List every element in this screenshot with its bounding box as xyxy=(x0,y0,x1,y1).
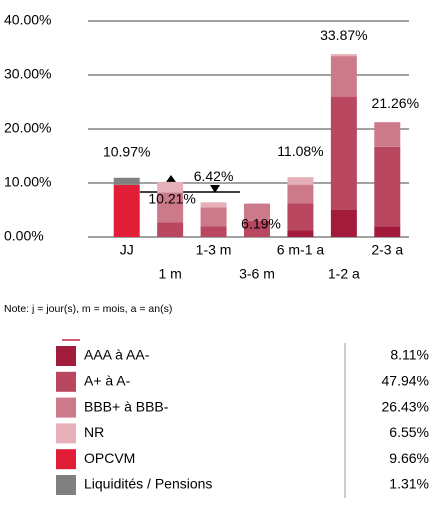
value-label: 10.21% xyxy=(148,191,195,207)
x-tick-label: 6 m-1 a xyxy=(277,242,325,258)
value-label: 6.19% xyxy=(241,215,281,231)
value-label: 21.26% xyxy=(372,95,419,111)
legend-share: 47.94% xyxy=(382,373,429,389)
bar-segment xyxy=(374,122,401,147)
legend-share: 26.43% xyxy=(382,398,429,414)
legend-share: 6.55% xyxy=(389,424,429,440)
bar-segment xyxy=(287,203,314,231)
x-tick-label: JJ xyxy=(120,242,134,258)
legend-label: AAA à AA- xyxy=(84,347,150,363)
bar-segment xyxy=(244,220,270,237)
y-tick-label: 10.00% xyxy=(4,174,51,190)
bar-segment xyxy=(330,54,357,57)
bar-segment xyxy=(200,226,227,237)
legend-label: OPCVM xyxy=(84,450,135,466)
y-tick-label: 0.00% xyxy=(4,228,44,244)
bar-segment xyxy=(113,184,140,237)
y-tick-label: 30.00% xyxy=(4,66,51,82)
legend-label: NR xyxy=(84,424,104,440)
bar-segment xyxy=(157,181,184,193)
bar-segment xyxy=(374,146,401,227)
bar-segment xyxy=(244,203,270,221)
bar-segment xyxy=(330,56,357,97)
value-label: 6.42% xyxy=(194,168,234,184)
arrow-down xyxy=(210,185,220,193)
legend-label: A+ à A- xyxy=(84,373,131,389)
x-tick-label: 3-6 m xyxy=(239,266,275,282)
legend-swatch xyxy=(56,397,76,418)
value-label: 11.08% xyxy=(277,143,323,159)
value-label: 33.87% xyxy=(320,27,367,43)
legend-share: 1.31% xyxy=(389,476,429,492)
y-tick-label: 40.00% xyxy=(4,12,51,28)
bar-segment xyxy=(287,184,314,204)
x-tick-label: 1-3 m xyxy=(196,242,232,258)
bar-segment xyxy=(157,222,184,237)
bar-segment xyxy=(113,177,140,185)
x-tick-label: 2-3 a xyxy=(371,242,403,258)
legend-swatch xyxy=(56,371,76,392)
legend-swatch xyxy=(56,346,76,366)
x-tick-label: 1-2 a xyxy=(328,266,360,282)
legend-swatch xyxy=(56,475,76,495)
bar-segment xyxy=(287,177,314,185)
bar-segment xyxy=(200,207,227,227)
legend-label: Liquidités / Pensions xyxy=(84,476,212,492)
bar-segment xyxy=(330,210,357,237)
legend-label: BBB+ à BBB- xyxy=(84,398,169,414)
y-tick-label: 20.00% xyxy=(4,120,51,136)
note: Note: j = jour(s), m = mois, a = an(s) xyxy=(4,303,172,315)
bar-segment xyxy=(157,192,184,223)
arrow-up xyxy=(166,175,176,182)
bar-segment xyxy=(330,96,357,210)
x-tick-label: 1 m xyxy=(158,266,181,282)
legend-share: 9.66% xyxy=(389,450,429,466)
legend-swatch xyxy=(56,423,76,444)
legend-swatch xyxy=(56,449,76,470)
bar-segment xyxy=(200,202,227,208)
value-label: 10.97% xyxy=(103,143,150,159)
legend-share: 8.11% xyxy=(390,347,429,363)
bar-segment xyxy=(287,230,314,237)
bar-segment xyxy=(374,226,401,237)
